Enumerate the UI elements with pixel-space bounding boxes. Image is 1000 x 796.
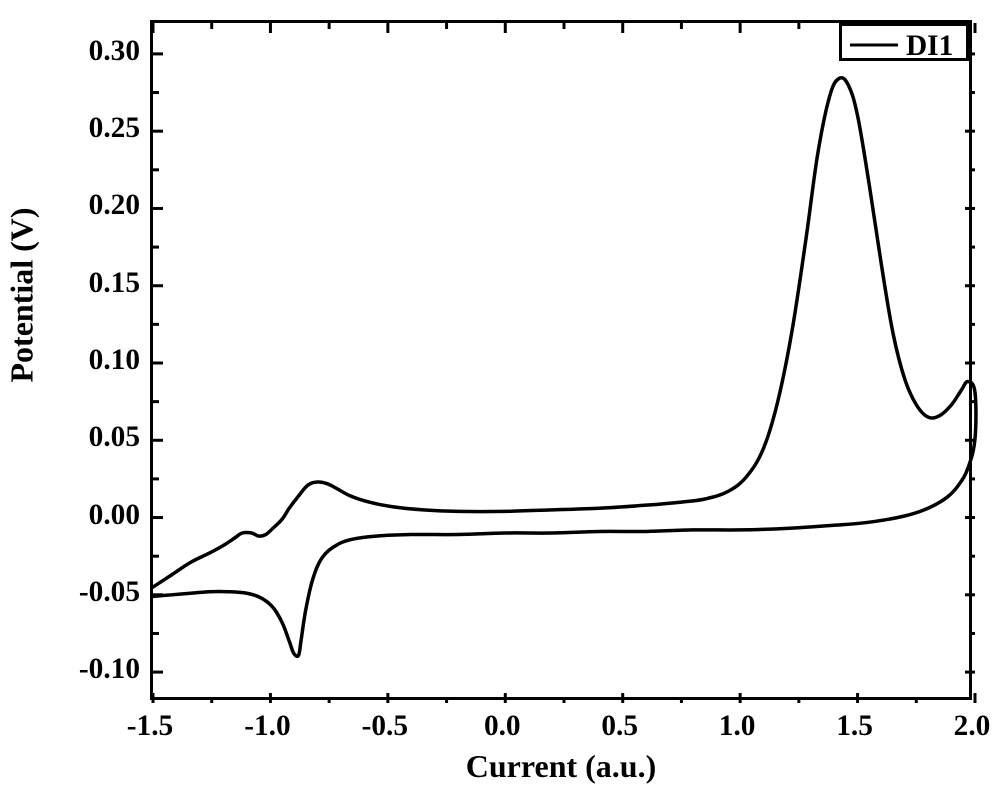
x-tick-label: 0.5 [596,710,644,743]
cv-chart: DI1 Potential (V) Current (a.u.) -1.5 -1.… [0,0,1000,796]
x-tick-label: 1.5 [831,710,879,743]
legend-item-label: DI1 [906,30,953,63]
y-tick-label: 0.00 [89,499,140,532]
y-tick-label: 0.05 [89,421,140,454]
x-tick-label: 2.0 [948,710,996,743]
plot-svg [153,23,975,703]
x-tick-label: 0.0 [478,710,526,743]
y-axis-label: Potential (V) [4,343,41,383]
y-tick-label: 0.30 [89,35,140,68]
x-axis-label: Current (a.u.) [451,748,671,785]
x-tick-label: 1.0 [713,710,761,743]
y-tick-label: 0.15 [89,267,140,300]
legend: DI1 [839,23,969,61]
series-DI1 [153,78,976,657]
y-tick-label: 0.25 [89,112,140,145]
x-tick-label: -1.5 [126,710,174,743]
x-tick-label: -1.0 [243,710,291,743]
plot-area [150,20,972,700]
x-tick-label: -0.5 [361,710,409,743]
y-tick-label: 0.10 [89,344,140,377]
y-tick-label: 0.20 [89,189,140,222]
y-tick-label: -0.10 [79,653,140,686]
y-tick-label: -0.05 [79,576,140,609]
